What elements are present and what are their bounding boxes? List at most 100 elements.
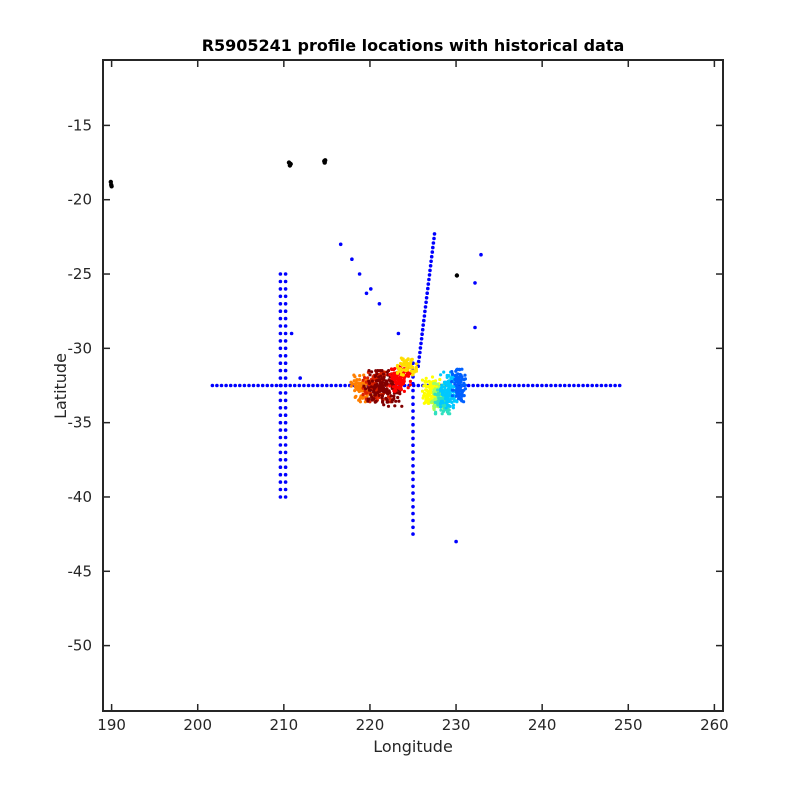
data-point <box>283 354 288 358</box>
data-point <box>427 379 431 383</box>
data-point <box>357 387 361 392</box>
data-point <box>362 384 366 388</box>
data-point <box>385 400 389 404</box>
data-point <box>298 376 303 380</box>
data-point <box>283 398 288 403</box>
data-point <box>411 436 415 441</box>
data-point <box>402 377 406 381</box>
data-point <box>431 241 436 245</box>
data-point <box>381 389 385 393</box>
data-point <box>446 399 450 403</box>
data-point <box>411 525 415 530</box>
data-point <box>473 281 477 285</box>
data-point <box>396 395 400 400</box>
data-point <box>228 383 233 388</box>
data-point <box>420 327 425 332</box>
data-point <box>420 378 425 382</box>
y-tick-label: -20 <box>68 191 93 209</box>
data-point <box>463 373 467 377</box>
data-point <box>393 404 397 408</box>
data-point <box>352 379 356 383</box>
plot-points <box>108 158 622 544</box>
data-point <box>374 384 378 388</box>
data-point <box>350 381 354 385</box>
data-point <box>421 323 426 327</box>
data-point <box>283 272 288 276</box>
data-point <box>416 359 421 364</box>
data-point <box>608 383 613 388</box>
data-point <box>590 383 594 388</box>
data-point <box>411 388 415 393</box>
data-point <box>278 368 283 373</box>
data-point <box>278 435 283 440</box>
data-point <box>278 428 283 432</box>
chart-title: R5905241 profile locations with historic… <box>202 36 625 55</box>
data-point <box>418 346 423 350</box>
data-point <box>439 396 444 401</box>
data-point <box>419 337 424 341</box>
data-point <box>397 399 401 403</box>
data-point <box>283 435 288 440</box>
data-point <box>270 383 274 388</box>
y-tick-label: -40 <box>68 488 93 506</box>
data-point <box>405 363 409 367</box>
data-point <box>386 404 391 408</box>
data-point <box>422 394 426 398</box>
data-point <box>613 383 617 388</box>
data-point <box>278 487 283 492</box>
data-point <box>357 378 362 382</box>
data-point <box>447 389 451 394</box>
data-point <box>375 379 379 383</box>
data-point <box>479 252 483 257</box>
data-point <box>306 383 311 388</box>
data-point <box>544 383 549 388</box>
data-point <box>292 383 297 388</box>
data-point <box>430 386 434 390</box>
data-point <box>424 383 428 387</box>
data-point <box>471 383 476 388</box>
data-point <box>411 395 415 400</box>
data-point <box>358 374 362 378</box>
data-point <box>436 388 440 392</box>
data-point <box>278 272 283 276</box>
data-point <box>420 332 424 337</box>
data-point <box>283 376 288 380</box>
data-point <box>242 383 247 388</box>
data-point <box>373 400 377 404</box>
data-point <box>278 413 283 418</box>
data-point <box>432 232 437 236</box>
x-tick-label: 220 <box>356 716 385 734</box>
data-point <box>451 406 455 410</box>
data-point <box>411 443 415 448</box>
data-point <box>437 393 441 397</box>
data-point <box>439 408 443 412</box>
data-point <box>383 381 387 385</box>
data-point <box>604 383 608 388</box>
data-point <box>338 383 343 388</box>
data-point <box>283 487 288 492</box>
data-point <box>396 385 400 389</box>
data-point <box>450 394 455 398</box>
data-point <box>392 378 396 382</box>
data-point <box>450 388 454 392</box>
data-point <box>434 412 438 416</box>
data-point <box>411 402 415 407</box>
data-point <box>278 450 283 455</box>
data-point <box>410 357 414 361</box>
data-point <box>446 403 450 407</box>
data-point <box>444 406 448 410</box>
data-point <box>278 406 283 410</box>
data-point <box>278 398 283 403</box>
data-point <box>283 368 288 373</box>
data-point <box>402 379 406 383</box>
data-point <box>454 399 459 403</box>
data-point <box>425 380 429 384</box>
data-point <box>362 373 366 377</box>
data-point <box>432 236 436 241</box>
data-point <box>278 302 283 306</box>
data-point <box>430 250 435 254</box>
y-axis-label: Latitude <box>51 353 70 419</box>
data-point <box>394 380 398 384</box>
data-point <box>406 386 410 390</box>
data-point <box>394 399 398 403</box>
